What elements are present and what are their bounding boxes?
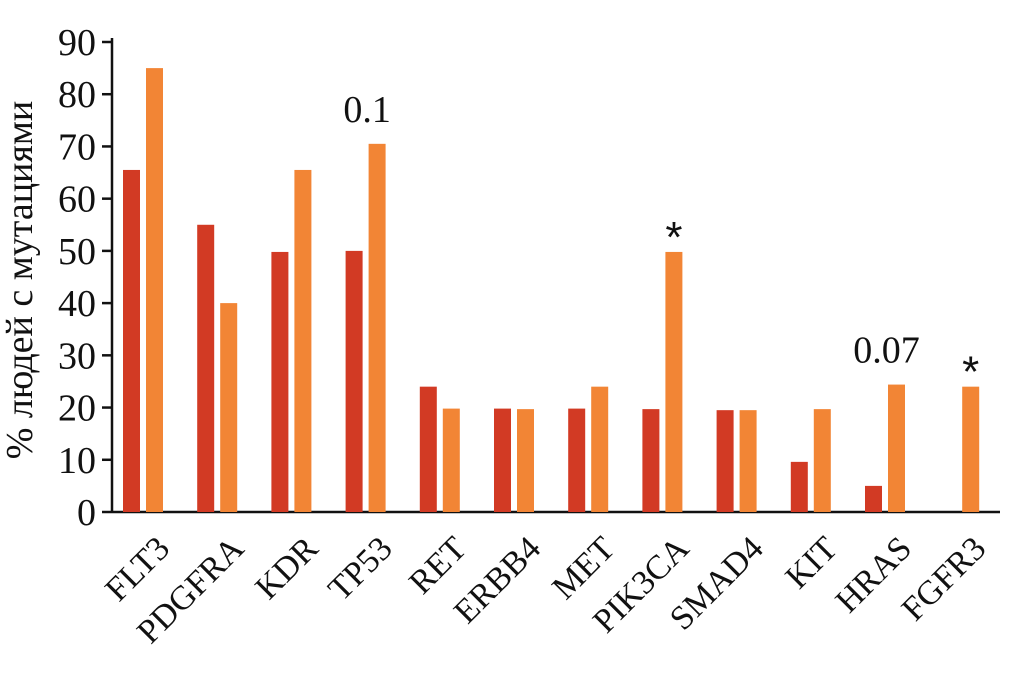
bar-pik3ca-series-2 [665, 251, 683, 512]
y-tick-label: 30 [58, 335, 96, 377]
bar-erbb4-series-1 [494, 408, 511, 512]
annotation-tp53: 0.1 [343, 89, 391, 131]
y-axis-label: % людей с мутациями [0, 101, 41, 460]
bar-erbb4-series-2 [517, 409, 534, 512]
bar-kit-series-1 [790, 461, 808, 512]
y-tick-label: 20 [58, 388, 96, 430]
bar-ret-series-2 [442, 408, 460, 512]
annotation-pik3ca: * [665, 213, 682, 262]
annotation-hras: 0.07 [853, 330, 920, 372]
bar-pik3ca-series-1 [642, 409, 660, 512]
bar-pdgfra-series-1 [197, 224, 215, 512]
bar-met-series-1 [568, 408, 586, 512]
bar-met-series-2 [591, 386, 609, 512]
bar-ret-series-1 [419, 386, 437, 512]
y-tick-label: 90 [58, 22, 96, 64]
annotations-layer: 0.1 * 0.07 * [343, 89, 979, 397]
bar-pdgfra-series-2 [220, 303, 238, 512]
bar-tp53-series-1 [345, 250, 363, 512]
x-tick-label-tp53: TP53 [321, 530, 399, 608]
y-tick-label: 60 [58, 179, 96, 221]
x-tick-label-kdr: KDR [249, 530, 326, 607]
bar-smad4-series-2 [739, 410, 757, 512]
y-tick-label: 80 [58, 74, 96, 116]
bar-kdr-series-2 [294, 169, 312, 512]
y-tick-label: 0 [77, 492, 96, 534]
bar-tp53-series-2 [368, 143, 386, 513]
bar-kdr-series-1 [271, 251, 289, 512]
bar-smad4-series-1 [716, 410, 734, 512]
y-tick-label: 40 [58, 283, 96, 325]
x-tick-label-kit: KIT [779, 530, 845, 596]
y-tick-label: 70 [58, 126, 96, 168]
bar-flt3-series-1 [123, 169, 140, 512]
bar-hras-series-1 [865, 485, 882, 512]
bars-layer [123, 68, 980, 513]
bar-hras-series-2 [888, 384, 905, 512]
annotation-fgfr3: * [962, 348, 979, 397]
y-tick-label: 10 [58, 440, 96, 482]
bar-fgfr3-series-2 [962, 386, 980, 512]
bar-kit-series-2 [813, 409, 831, 512]
bar-flt3-series-2 [146, 68, 163, 512]
y-tick-label: 50 [58, 231, 96, 273]
x-tick-label-fgfr3: FGFR3 [895, 530, 993, 628]
axes: 0 10 20 30 40 50 60 70 80 90 [58, 22, 1000, 534]
